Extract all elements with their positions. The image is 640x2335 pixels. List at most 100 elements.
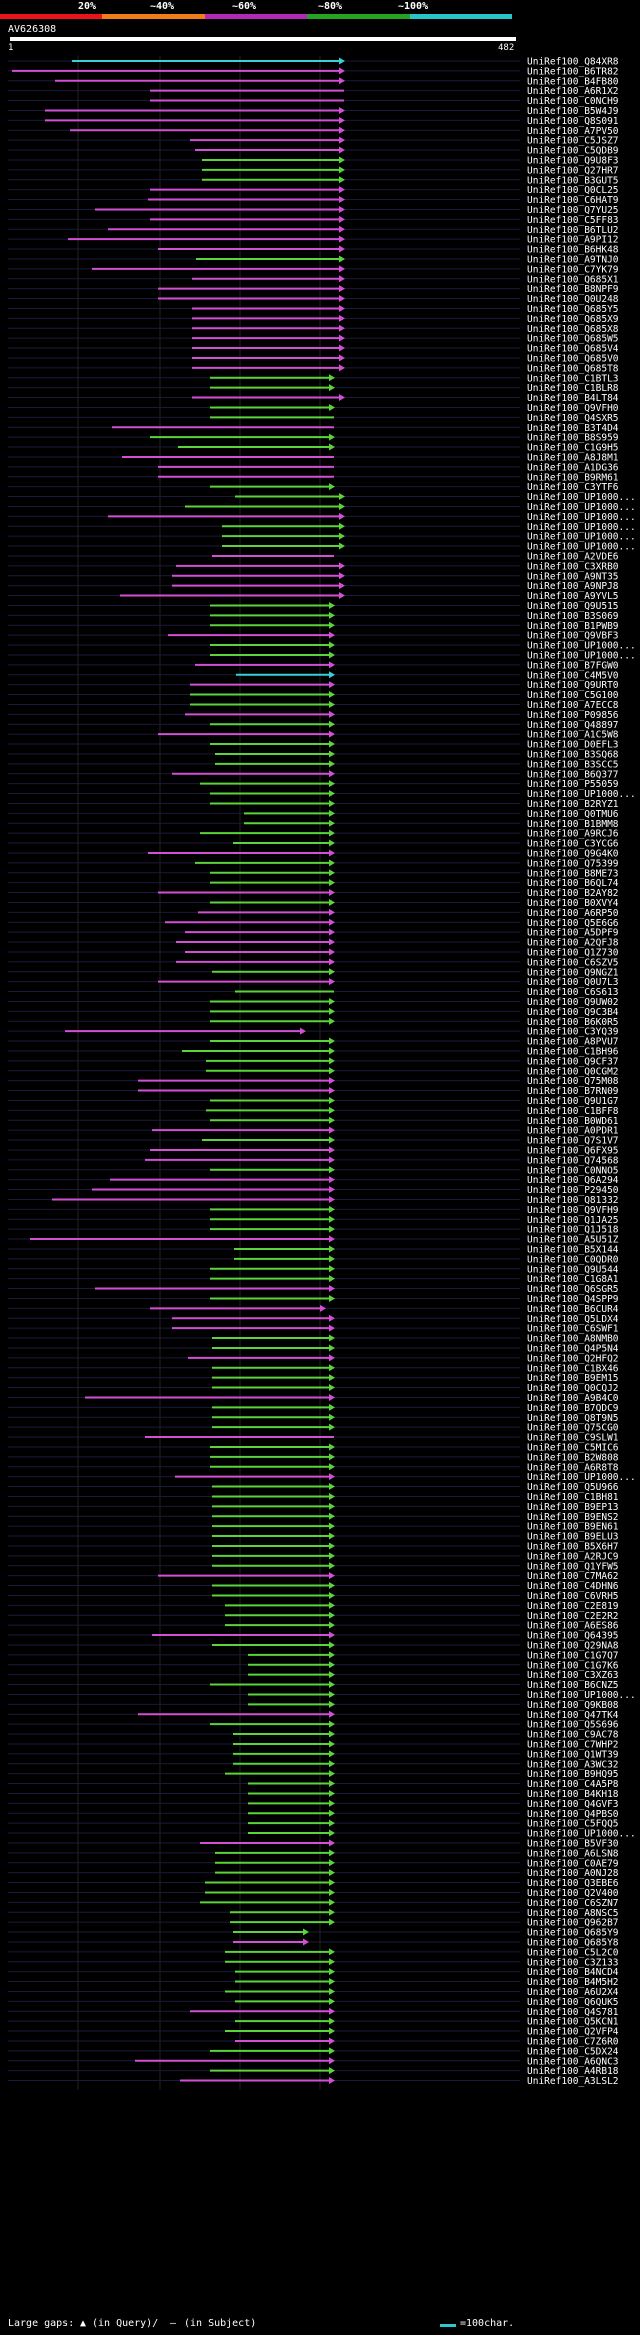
hit-label[interactable]: UniRef100_C2E2R2 xyxy=(527,1611,619,1622)
hit-label[interactable]: UniRef100_A6U2X4 xyxy=(527,1987,619,1998)
hit-label[interactable]: UniRef100_C3XRB0 xyxy=(527,561,619,572)
hit-row[interactable]: UniRef100_C1BTL3 xyxy=(8,373,619,384)
hit-row[interactable]: UniRef100_Q1Z730 xyxy=(8,947,619,958)
hit-row[interactable]: UniRef100_A9NPJ8 xyxy=(8,581,619,592)
hit-row[interactable]: UniRef100_B6TLU2 xyxy=(8,225,619,236)
hit-row[interactable]: UniRef100_Q81332 xyxy=(8,1195,619,1206)
hit-label[interactable]: UniRef100_C5FQQ5 xyxy=(527,1819,619,1830)
hit-label[interactable]: UniRef100_Q0CL25 xyxy=(527,185,619,196)
hit-label[interactable]: UniRef100_Q685X1 xyxy=(527,274,619,285)
hit-row[interactable]: UniRef100_A9RCJ6 xyxy=(8,829,619,840)
hit-row[interactable]: UniRef100_UP1000... xyxy=(8,1472,636,1483)
hit-label[interactable]: UniRef100_Q2VFP4 xyxy=(527,2027,619,2038)
hit-row[interactable]: UniRef100_UP1000... xyxy=(8,650,636,661)
hit-row[interactable]: UniRef100_B9ENS2 xyxy=(8,1512,619,1523)
hit-row[interactable]: UniRef100_Q685V4 xyxy=(8,344,619,355)
hit-label[interactable]: UniRef100_C6S613 xyxy=(527,987,619,998)
hit-row[interactable]: UniRef100_Q9U544 xyxy=(8,1264,619,1275)
hit-row[interactable]: UniRef100_Q9CF37 xyxy=(8,1056,619,1067)
hit-label[interactable]: UniRef100_B6TR82 xyxy=(527,66,619,77)
hit-row[interactable]: UniRef100_B9RM61 xyxy=(8,472,619,483)
hit-row[interactable]: UniRef100_A4RB18 xyxy=(8,2066,619,2077)
hit-row[interactable]: UniRef100_C3YCG6 xyxy=(8,839,619,850)
hit-row[interactable]: UniRef100_B5VF30 xyxy=(8,1838,619,1849)
hit-label[interactable]: UniRef100_Q9CF37 xyxy=(527,1056,619,1067)
hit-row[interactable]: UniRef100_Q27HR7 xyxy=(8,165,619,176)
hit-row[interactable]: UniRef100_Q9KB08 xyxy=(8,1700,619,1711)
hit-label[interactable]: UniRef100_Q685V4 xyxy=(527,344,619,355)
hit-row[interactable]: UniRef100_Q1JA25 xyxy=(8,1215,619,1226)
hit-row[interactable]: UniRef100_C1BH96 xyxy=(8,1046,619,1057)
hit-label[interactable]: UniRef100_C1G7K6 xyxy=(527,1660,619,1671)
hit-row[interactable]: UniRef100_Q2V400 xyxy=(8,1888,619,1899)
hit-row[interactable]: UniRef100_Q4SPP9 xyxy=(8,1294,619,1305)
hit-row[interactable]: UniRef100_Q5KCN1 xyxy=(8,2017,619,2028)
hit-label[interactable]: UniRef100_C6HAT9 xyxy=(527,195,619,206)
hit-row[interactable]: UniRef100_B4KH18 xyxy=(8,1789,619,1800)
hit-row[interactable]: UniRef100_B2AY82 xyxy=(8,888,619,899)
hit-label[interactable]: UniRef100_B1PWB9 xyxy=(527,621,619,632)
hit-row[interactable]: UniRef100_B7FGW0 xyxy=(8,660,619,671)
hit-row[interactable]: UniRef100_C1BH81 xyxy=(8,1492,619,1503)
hit-label[interactable]: UniRef100_B9HQ95 xyxy=(527,1769,619,1780)
hit-row[interactable]: UniRef100_Q2VFP4 xyxy=(8,2027,619,2038)
hit-row[interactable]: UniRef100_B3S069 xyxy=(8,611,619,622)
hit-row[interactable]: UniRef100_C3XZ63 xyxy=(8,1670,619,1681)
hit-label[interactable]: UniRef100_A5DPF9 xyxy=(527,928,619,939)
hit-row[interactable]: UniRef100_A6U2X4 xyxy=(8,1987,619,1998)
hit-row[interactable]: UniRef100_B9HQ95 xyxy=(8,1769,619,1780)
hit-row[interactable]: UniRef100_C5L2C0 xyxy=(8,1947,619,1958)
hit-row[interactable]: UniRef100_Q685Y9 xyxy=(8,1928,619,1939)
hit-label[interactable]: UniRef100_A9PI12 xyxy=(527,235,619,246)
hit-label[interactable]: UniRef100_UP1000... xyxy=(527,650,636,661)
hit-row[interactable]: UniRef100_B5W4J9 xyxy=(8,106,619,117)
hit-label[interactable]: UniRef100_Q5E6G6 xyxy=(527,918,619,929)
hit-label[interactable]: UniRef100_A8NMB0 xyxy=(527,1334,619,1345)
hit-label[interactable]: UniRef100_Q9U8F3 xyxy=(527,155,619,166)
hit-label[interactable]: UniRef100_A6RP50 xyxy=(527,908,619,919)
hit-label[interactable]: UniRef100_B7FGW0 xyxy=(527,660,619,671)
hit-row[interactable]: UniRef100_Q1YFW5 xyxy=(8,1561,619,1572)
hit-label[interactable]: UniRef100_Q9KB08 xyxy=(527,1700,619,1711)
hit-row[interactable]: UniRef100_C5QDB9 xyxy=(8,146,619,157)
hit-label[interactable]: UniRef100_A3WC32 xyxy=(527,1759,619,1770)
hit-label[interactable]: UniRef100_Q6QUK5 xyxy=(527,1997,619,2008)
hit-row[interactable]: UniRef100_A9B4C0 xyxy=(8,1393,619,1404)
hit-row[interactable]: UniRef100_UP1000... xyxy=(8,1690,636,1701)
hit-label[interactable]: UniRef100_Q7YU25 xyxy=(527,205,619,216)
hit-label[interactable]: UniRef100_B9EM15 xyxy=(527,1373,619,1384)
hit-row[interactable]: UniRef100_Q685T8 xyxy=(8,363,619,374)
hit-row[interactable]: UniRef100_Q685X8 xyxy=(8,324,619,335)
hit-row[interactable]: UniRef100_UP1000... xyxy=(8,1829,636,1840)
hit-label[interactable]: UniRef100_UP1000... xyxy=(527,789,636,800)
hit-label[interactable]: UniRef100_C1BH81 xyxy=(527,1492,619,1503)
hit-label[interactable]: UniRef100_Q9NGZ1 xyxy=(527,967,619,978)
hit-row[interactable]: UniRef100_Q685X1 xyxy=(8,274,619,285)
hit-label[interactable]: UniRef100_A1DG36 xyxy=(527,462,619,473)
hit-label[interactable]: UniRef100_A9RCJ6 xyxy=(527,829,619,840)
hit-label[interactable]: UniRef100_UP1000... xyxy=(527,1472,636,1483)
hit-row[interactable]: UniRef100_C7MA62 xyxy=(8,1571,619,1582)
hit-label[interactable]: UniRef100_Q685X9 xyxy=(527,314,619,325)
hit-row[interactable]: UniRef100_Q5U966 xyxy=(8,1482,619,1493)
hit-row[interactable]: UniRef100_UP1000... xyxy=(8,492,636,503)
hit-label[interactable]: UniRef100_Q8S091 xyxy=(527,116,619,127)
hit-row[interactable]: UniRef100_Q0U248 xyxy=(8,294,619,305)
hit-row[interactable]: UniRef100_Q6QUK5 xyxy=(8,1997,619,2008)
hit-label[interactable]: UniRef100_Q4GVF3 xyxy=(527,1799,619,1810)
hit-row[interactable]: UniRef100_Q1J518 xyxy=(8,1225,619,1236)
hit-row[interactable]: UniRef100_C1BLR8 xyxy=(8,383,619,394)
hit-row[interactable]: UniRef100_C3YQ39 xyxy=(8,1027,619,1038)
hit-row[interactable]: UniRef100_Q2HFQ2 xyxy=(8,1353,619,1364)
hit-label[interactable]: UniRef100_A7ECC8 xyxy=(527,700,619,711)
hit-label[interactable]: UniRef100_C1BH96 xyxy=(527,1046,619,1057)
hit-label[interactable]: UniRef100_C1BFF8 xyxy=(527,1106,619,1117)
hit-row[interactable]: UniRef100_Q4GVF3 xyxy=(8,1799,619,1810)
hit-row[interactable]: UniRef100_Q0TMU6 xyxy=(8,809,619,820)
hit-label[interactable]: UniRef100_Q3EBE6 xyxy=(527,1878,619,1889)
hit-label[interactable]: UniRef100_C1G7Q7 xyxy=(527,1650,619,1661)
hit-label[interactable]: UniRef100_Q9VBF3 xyxy=(527,631,619,642)
hit-label[interactable]: UniRef100_Q84XR8 xyxy=(527,56,619,67)
hit-row[interactable]: UniRef100_B3SCC5 xyxy=(8,759,619,770)
hit-label[interactable]: UniRef100_P29450 xyxy=(527,1185,619,1196)
